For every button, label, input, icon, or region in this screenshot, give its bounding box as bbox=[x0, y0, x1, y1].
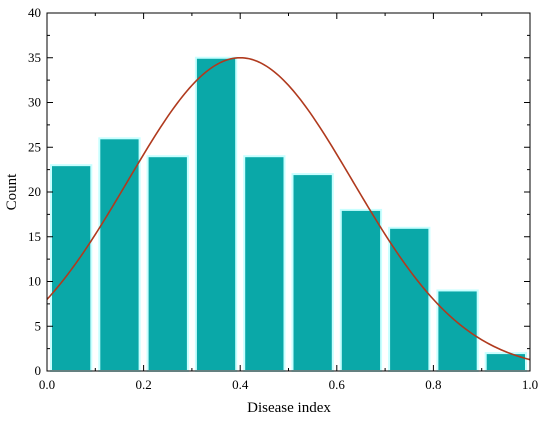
y-tick-label: 15 bbox=[28, 229, 41, 244]
y-tick-label: 25 bbox=[28, 139, 41, 154]
x-tick-label: 0.2 bbox=[135, 377, 151, 392]
x-tick-label: 0.8 bbox=[425, 377, 441, 392]
x-tick-label: 0.0 bbox=[39, 377, 55, 392]
histogram-bar bbox=[98, 137, 141, 372]
histogram-bar bbox=[339, 208, 383, 372]
y-tick-label: 30 bbox=[28, 95, 41, 110]
y-axis-title: Count bbox=[4, 173, 20, 211]
bars-layer bbox=[50, 56, 528, 373]
normal-fit-curve bbox=[46, 56, 531, 361]
x-tick-label: 1.0 bbox=[522, 377, 538, 392]
histogram-bar bbox=[436, 289, 479, 373]
y-tick-label: 5 bbox=[35, 318, 42, 333]
y-tick-label: 0 bbox=[35, 363, 42, 378]
y-tick-label: 20 bbox=[28, 184, 41, 199]
histogram-bar bbox=[484, 352, 528, 373]
y-tick-label: 10 bbox=[28, 274, 41, 289]
x-tick-label: 0.4 bbox=[232, 377, 249, 392]
y-tick-label: 35 bbox=[28, 50, 41, 65]
x-tick-label: 0.6 bbox=[329, 377, 346, 392]
axes-layer: 0.0 0.2 0.4 0.6 0.8 1.0 0 5 10 15 20 25 30 35 40 bbox=[28, 5, 538, 392]
y-tick-label: 40 bbox=[28, 5, 41, 20]
x-axis-title: Disease index bbox=[247, 400, 331, 416]
histogram-bar bbox=[194, 56, 238, 372]
fit-curve-layer bbox=[46, 56, 531, 361]
histogram-bar bbox=[50, 164, 93, 372]
histogram-bar bbox=[291, 173, 334, 372]
histogram-bar bbox=[146, 155, 189, 372]
histogram-bar bbox=[243, 155, 286, 372]
